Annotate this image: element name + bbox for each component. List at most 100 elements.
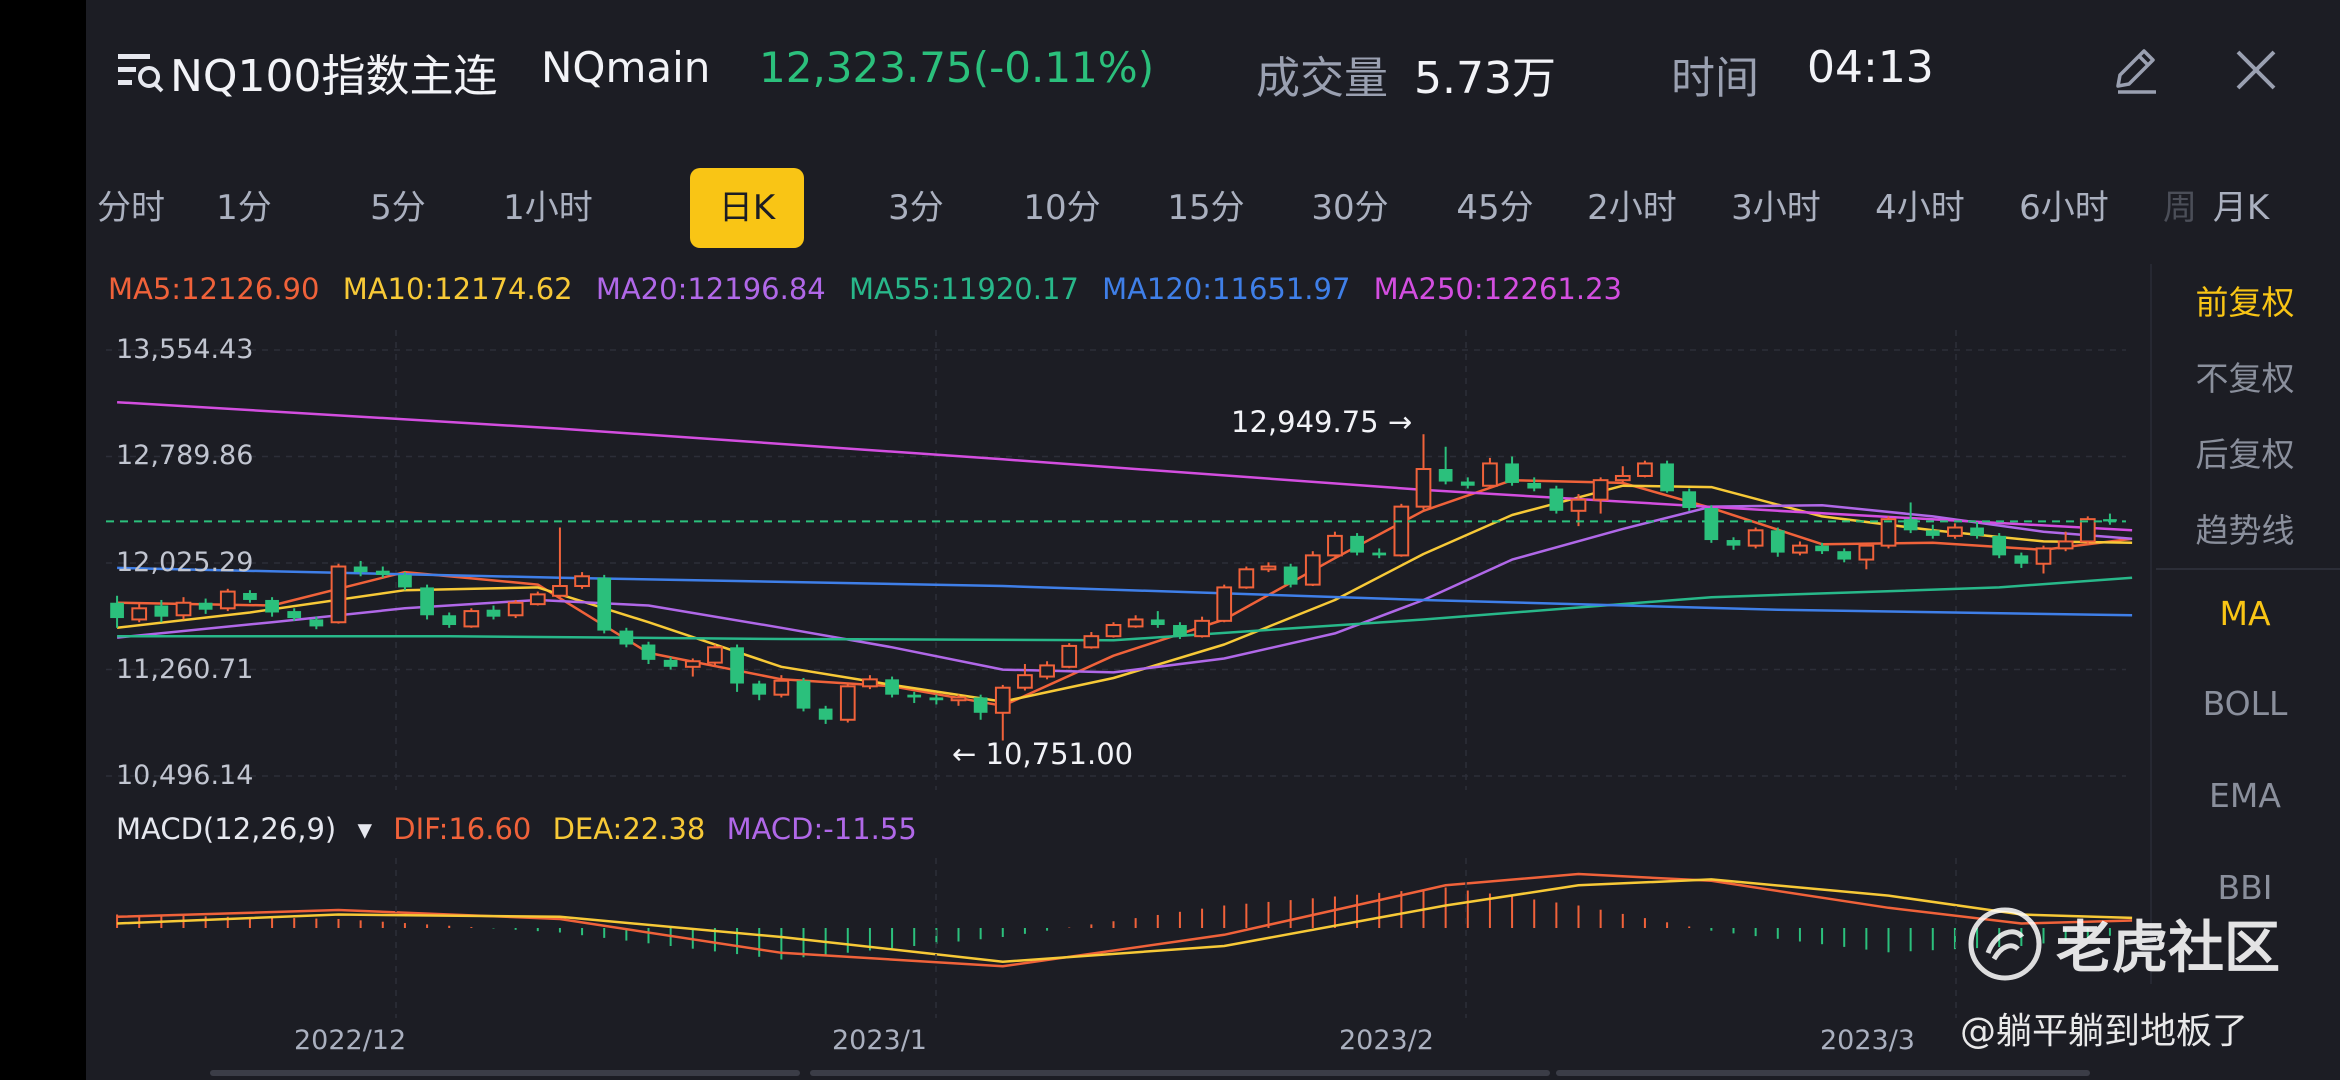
tab-3min[interactable]: 3分 (888, 188, 944, 228)
candle (2014, 552, 2029, 568)
high-value: 12,949.75 (1231, 405, 1379, 439)
ma20-label: MA20:12196.84 (595, 272, 826, 306)
tab-1hour[interactable]: 1小时 (503, 188, 593, 228)
last-price: 12,323.75(-0.11%) (759, 43, 1155, 92)
dropdown-caret-icon[interactable]: ▾ (357, 812, 373, 846)
chart-scrollbar[interactable] (210, 1070, 2170, 1080)
indicator-bbi[interactable]: BBI (2217, 868, 2273, 907)
close-icon[interactable] (2226, 40, 2286, 100)
candle (1260, 562, 1277, 573)
tab-30min[interactable]: 30分 (1311, 188, 1389, 228)
adjust-backward[interactable]: 后复权 (2195, 435, 2295, 474)
candle-body (929, 697, 944, 701)
tab-15min[interactable]: 15分 (1167, 188, 1245, 228)
candle-body (486, 609, 501, 617)
candle (2079, 516, 2096, 545)
candle-body (885, 679, 899, 695)
tab-weekly[interactable]: 周 (2163, 188, 2197, 228)
candlestick-chart[interactable] (86, 320, 2150, 800)
indicator-boll[interactable]: BOLL (2202, 684, 2288, 723)
ma10-line (116, 484, 2133, 703)
date-tick-2: 2023/1 (832, 1025, 927, 1056)
date-tick-3: 2023/2 (1339, 1025, 1434, 1056)
candle (1372, 548, 1387, 559)
candle-body (1858, 544, 1875, 561)
tab-1min[interactable]: 1分 (216, 188, 272, 228)
candle (994, 684, 1011, 741)
tab-monthly[interactable]: 月K (2212, 188, 2270, 228)
candle (641, 641, 656, 665)
tab-45min[interactable]: 45分 (1456, 188, 1534, 228)
candle-body (1283, 566, 1298, 585)
tab-3hour[interactable]: 3小时 (1731, 188, 1821, 228)
candle-body (2103, 519, 2117, 522)
candle (219, 588, 236, 612)
candle (1992, 533, 2007, 559)
scrollbar-segment[interactable] (810, 1070, 1550, 1076)
candle (1858, 542, 1875, 570)
adjust-none[interactable]: 不复权 (2195, 359, 2295, 398)
candle-body (1105, 624, 1122, 638)
candle (309, 616, 324, 630)
candle-body (2035, 547, 2052, 565)
candle-body (507, 601, 524, 617)
tab-4hour[interactable]: 4小时 (1875, 188, 1965, 228)
menu-search-icon[interactable] (116, 46, 166, 96)
candle-body (552, 585, 568, 597)
candle (752, 680, 767, 701)
candle-body (1837, 551, 1852, 560)
indicator-ma[interactable]: MA (2219, 594, 2271, 633)
timeframe-tabs: 分时 1分 5分 1小时 日K 3分 10分 15分 30分 45分 2小时 3… (86, 168, 2286, 248)
edit-icon[interactable] (2106, 40, 2166, 100)
trendline-toggle[interactable]: 趋势线 (2195, 511, 2295, 550)
candle-body (1482, 462, 1498, 487)
tab-5min[interactable]: 5分 (370, 188, 426, 228)
scrollbar-segment[interactable] (210, 1070, 800, 1076)
scrollbar-segment[interactable] (1556, 1070, 2090, 1076)
candle (1815, 542, 1829, 554)
candle (1592, 477, 1609, 514)
candle-body (1815, 545, 1829, 552)
tiger-community-logo-icon (1968, 907, 2042, 981)
macd-dea-label: DEA:22.38 (552, 812, 706, 846)
ma5-label: MA5:12126.90 (108, 272, 320, 306)
candle (1150, 611, 1165, 628)
app-window: NQ100指数主连 NQmain 12,323.75(-0.11%) 成交量 5… (86, 0, 2340, 1080)
candle (773, 675, 790, 698)
candle-body (839, 685, 856, 721)
candle-body (973, 697, 988, 713)
tab-fenshi[interactable]: 分时 (97, 188, 165, 228)
indicator-ema[interactable]: EMA (2209, 776, 2281, 815)
macd-chart[interactable] (86, 858, 2150, 1018)
adjust-forward[interactable]: 前复权 (2195, 283, 2295, 322)
price-tick-1: 13,554.43 (116, 334, 254, 365)
candle (1747, 527, 1764, 549)
candle (1039, 661, 1055, 680)
time-label: 时间 (1671, 53, 1759, 104)
candle-body (1304, 554, 1321, 586)
candle (707, 644, 723, 666)
candle-body (1726, 540, 1741, 546)
candle (198, 598, 213, 614)
candle-body (1660, 463, 1674, 492)
candle (529, 591, 546, 606)
price-tick-5: 10,496.14 (116, 760, 254, 791)
price-tick-4: 11,260.71 (116, 654, 254, 685)
candle-body (1592, 479, 1609, 501)
candle (154, 599, 169, 623)
tab-daily[interactable]: 日K (690, 168, 804, 248)
tab-2hour[interactable]: 2小时 (1587, 188, 1677, 228)
candle-body (1061, 644, 1078, 668)
candle (1127, 615, 1144, 628)
tab-6hour[interactable]: 6小时 (2019, 188, 2109, 228)
candle (973, 694, 988, 720)
ma55-line (117, 576, 2133, 642)
candle-body (2079, 518, 2096, 543)
candle-body (1460, 481, 1475, 486)
candle (110, 595, 124, 628)
right-arrow-icon: → (1387, 405, 1413, 439)
tab-10min[interactable]: 10分 (1023, 188, 1101, 228)
candle (2035, 545, 2052, 574)
macd-legend[interactable]: MACD(12,26,9) ▾ DIF:16.60 DEA:22.38 MACD… (116, 812, 929, 846)
low-annotation: ← 10,751.00 (952, 737, 1133, 771)
